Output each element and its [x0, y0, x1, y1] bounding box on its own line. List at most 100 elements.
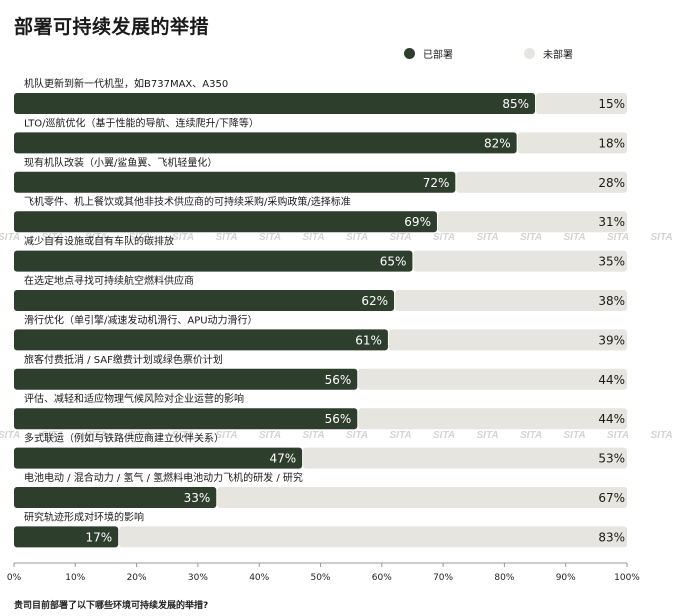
watermark-text: SITA — [42, 232, 64, 243]
watermark-text: SITA — [259, 430, 281, 441]
category-label: 旅客付费抵消 / SAF缴费计划或绿色票价计划 — [24, 353, 223, 366]
bar-not-deployed — [456, 171, 627, 193]
data-label-not-deployed: 39% — [598, 333, 625, 347]
data-label-deployed: 69% — [404, 215, 431, 229]
category-label: LTO/巡航优化（基于性能的导航、连续爬升/下降等） — [24, 116, 259, 129]
bar-deployed — [14, 408, 358, 430]
category-label: 电池电动 / 混合动力 / 氢气 / 氢燃料电池动力飞机的研发 / 研究 — [24, 471, 303, 484]
footer-question: 贵司目前部署了以下哪些环境可持续发展的举措? — [14, 601, 209, 611]
data-label-deployed: 82% — [484, 136, 511, 150]
data-label-not-deployed: 38% — [598, 294, 625, 308]
x-tick-label: 70% — [433, 573, 453, 583]
watermark-text: SITA — [564, 430, 586, 441]
bar-not-deployed — [395, 290, 627, 311]
watermark-text: SITA — [346, 232, 368, 243]
bar-deployed — [14, 171, 456, 193]
watermark-text: SITA — [520, 430, 542, 441]
watermark-text: SITA — [433, 430, 455, 441]
x-tick-label: 80% — [494, 573, 514, 583]
watermark-text: SITA — [129, 232, 151, 243]
legend-item-deployed: 已部署 — [404, 46, 453, 61]
watermark-text: SITA — [216, 430, 238, 441]
data-label-not-deployed: 44% — [598, 373, 625, 387]
watermark-text: SITA — [564, 232, 586, 243]
watermark-text: SITA — [520, 232, 542, 243]
data-label-not-deployed: 53% — [598, 452, 625, 466]
data-label-deployed: 62% — [361, 294, 388, 308]
category-label: 多式联运（例如与铁路供应商建立伙伴关系） — [24, 432, 224, 445]
data-label-not-deployed: 18% — [598, 136, 625, 150]
bar-not-deployed — [358, 408, 627, 430]
data-label-deployed: 47% — [269, 452, 296, 466]
bar-deployed — [14, 487, 217, 508]
watermark-text: SITA — [346, 430, 368, 441]
watermark-text: SITA — [85, 232, 107, 243]
category-label: 机队更新到新一代机型，如B737MAX、A350 — [24, 77, 228, 90]
category-label: 在选定地点寻找可持续航空燃料供应商 — [24, 274, 194, 287]
x-tick-label: 10% — [65, 573, 85, 583]
legend-label-deployed: 已部署 — [423, 50, 453, 61]
data-label-not-deployed: 15% — [598, 97, 625, 111]
bar-deployed — [14, 290, 395, 311]
watermark-text: SITA — [259, 232, 281, 243]
data-label-deployed: 17% — [86, 530, 113, 544]
watermark-text: SITA — [607, 430, 629, 441]
bar-not-deployed — [517, 132, 627, 154]
data-label-not-deployed: 28% — [598, 176, 625, 190]
watermark-text: SITA — [42, 430, 64, 441]
category-label: 滑行优化（单引擎/减速发动机滑行、APU动力滑行） — [24, 313, 258, 326]
bar-not-deployed — [217, 487, 628, 508]
watermark-text: SITA — [477, 430, 499, 441]
data-label-deployed: 72% — [423, 176, 450, 190]
x-tick-label: 40% — [249, 573, 269, 583]
bar-not-deployed — [119, 526, 628, 548]
bar-deployed — [14, 211, 437, 233]
data-label-not-deployed: 67% — [598, 491, 625, 505]
data-label-deployed: 85% — [502, 97, 529, 111]
data-label-not-deployed: 83% — [598, 530, 625, 544]
data-label-deployed: 65% — [380, 255, 407, 269]
watermark-text: SITA — [390, 430, 412, 441]
legend-item-not-deployed: 未部署 — [524, 46, 573, 61]
watermark-text: SITA — [0, 430, 20, 441]
legend-swatch-deployed — [404, 48, 415, 59]
bar-not-deployed — [413, 250, 627, 272]
watermark-text: SITA — [129, 430, 151, 441]
category-label: 现有机队改装（小翼/鲨鱼翼、飞机轻量化） — [24, 156, 217, 169]
data-label-not-deployed: 35% — [598, 255, 625, 269]
bar-deployed — [14, 368, 358, 390]
data-label-deployed: 56% — [325, 412, 352, 426]
category-label: 减少自有设施或自有车队的碳排放 — [24, 235, 174, 248]
bar-not-deployed — [536, 93, 627, 114]
watermark-text: SITA — [477, 232, 499, 243]
data-label-deployed: 33% — [184, 491, 211, 505]
bar-deployed — [14, 447, 303, 469]
bar-not-deployed — [303, 447, 627, 469]
watermark-text: SITA — [85, 430, 107, 441]
legend-swatch-not-deployed — [524, 48, 535, 59]
watermark-text: SITA — [172, 430, 194, 441]
bar-not-deployed — [388, 329, 627, 351]
x-tick-label: 60% — [372, 573, 392, 583]
x-tick-label: 20% — [127, 573, 147, 583]
x-tick-label: 30% — [188, 573, 208, 583]
x-tick-label: 50% — [310, 573, 330, 583]
watermark-text: SITA — [390, 232, 412, 243]
bar-not-deployed — [437, 211, 627, 233]
watermark-text: SITA — [303, 232, 325, 243]
category-label: 飞机零件、机上餐饮或其他非技术供应商的可持续采购/采购政策/选择标准 — [24, 195, 351, 208]
watermark-text: SITA — [651, 430, 673, 441]
watermark-text: SITA — [172, 232, 194, 243]
bar-deployed — [14, 132, 517, 154]
x-tick-label: 90% — [556, 573, 576, 583]
bar-deployed — [14, 250, 413, 272]
category-label: 研究轨迹形成对环境的影响 — [24, 510, 144, 523]
x-tick-label: 100% — [614, 573, 640, 583]
category-label: 评估、减轻和适应物理气候风险对企业运营的影响 — [24, 392, 244, 405]
watermark-text: SITA — [0, 232, 20, 243]
x-tick-label: 0% — [7, 573, 22, 583]
watermark-text: SITA — [216, 232, 238, 243]
bar-deployed — [14, 93, 536, 114]
bar-deployed — [14, 526, 119, 548]
